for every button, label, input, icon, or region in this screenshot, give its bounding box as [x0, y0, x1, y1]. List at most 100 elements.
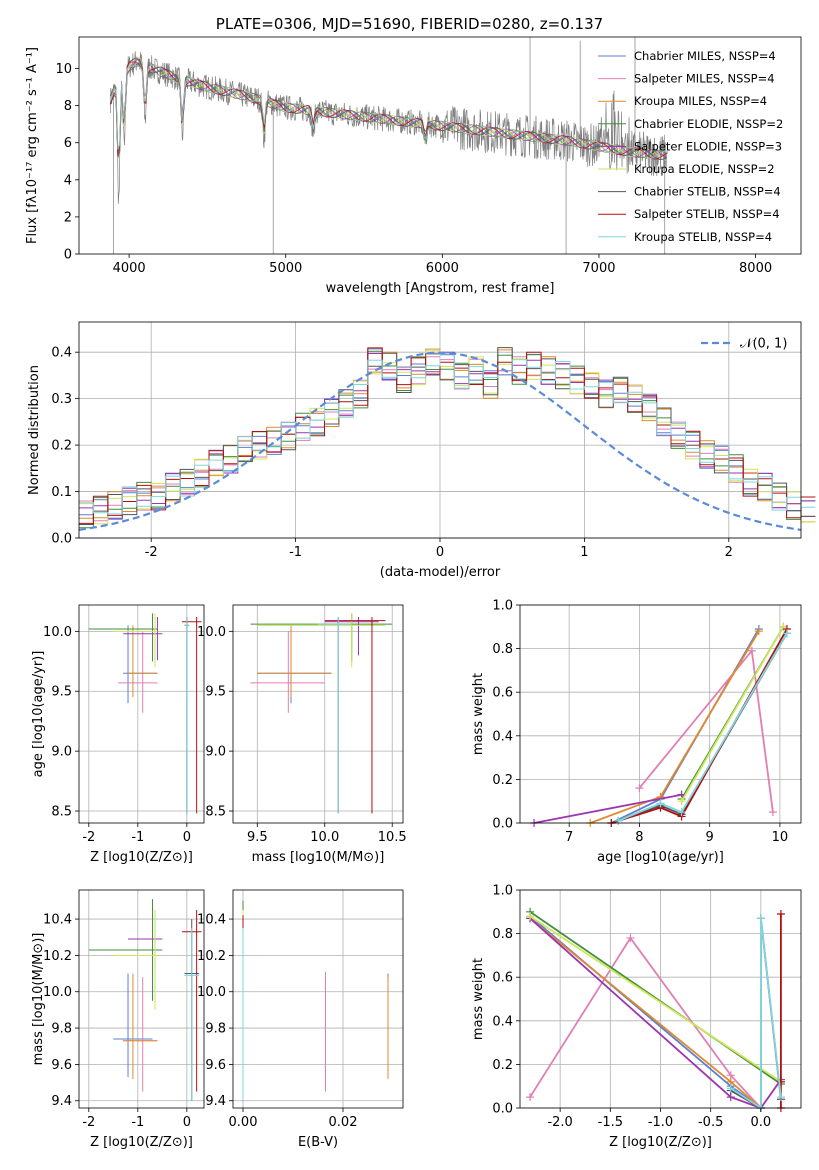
x-tick-label: 10.0	[310, 830, 339, 845]
x-tick-label: 2	[725, 545, 733, 560]
x-axis-label: Z [log10(Z/Z⊙)]	[90, 1135, 193, 1150]
y-tick-label: 0.6	[492, 686, 513, 701]
x-tick-label: 0.02	[329, 1115, 358, 1130]
y-axis-label: Flux [fλ10⁻¹⁷ erg cm⁻² s⁻¹ A⁻¹]	[25, 47, 40, 244]
axes-frame	[519, 889, 802, 1109]
line-kroupa-elodie	[529, 915, 782, 1083]
plot-area	[88, 613, 202, 814]
line-kroupa-miles	[589, 630, 760, 824]
y-tick-label: 10.0	[197, 625, 226, 640]
plot-area	[88, 899, 202, 1101]
x-axis-label: mass [log10(M/M⊙)]	[252, 850, 385, 865]
x-tick-label: 9	[706, 830, 714, 845]
normal-curve	[78, 351, 802, 531]
hist-kroupa-stelib	[79, 352, 816, 515]
marker-salpeter-miles	[626, 933, 635, 942]
y-tick-label: 0.4	[492, 1014, 513, 1029]
x-tick-label: 7000	[582, 261, 615, 276]
x-tick-label: -1	[289, 545, 302, 560]
axes-frame	[78, 36, 802, 255]
legend-label-chabrier-miles: Chabrier MILES, NSSP=4	[634, 49, 776, 63]
y-axis-label: Normed distribution	[27, 365, 42, 495]
legend: 𝒩(0, 1)	[701, 337, 787, 352]
plot-area	[109, 37, 668, 254]
chart-title: PLATE=0306, MJD=51690, FIBERID=0280, z=0…	[216, 15, 603, 33]
x-tick-label: -1	[131, 1115, 144, 1130]
y-tick-label: 0.0	[51, 532, 72, 547]
y-tick-label: 10.2	[197, 949, 226, 964]
x-tick-label: -2	[145, 545, 158, 560]
axes-frame	[78, 321, 802, 539]
hist-salpeter-elodie	[79, 351, 816, 519]
y-tick-label: 0.0	[492, 817, 513, 832]
y-axis-label: age [log10(age/yr)]	[31, 651, 46, 778]
y-tick-label: 0.4	[492, 729, 513, 744]
y-tick-label: 9.5	[51, 685, 72, 700]
panel-3: -2 -1 0 8.5 9.0 9.5 10.0 Z [log10(Z/Z⊙)] age [lo…	[31, 604, 205, 865]
marker-salpeter-stelib	[776, 909, 785, 918]
legend-label-normal: 𝒩(0, 1)	[740, 337, 787, 352]
y-axis-label: mass weight	[471, 673, 486, 755]
y-tick-label: 9.0	[205, 745, 226, 760]
y-tick-label: 9.4	[51, 1094, 72, 1109]
x-tick-label: 0.00	[229, 1115, 258, 1130]
y-tick-label: 0.4	[51, 346, 72, 361]
model-salpeter-stelib	[109, 61, 667, 160]
x-tick-label: 8	[635, 830, 643, 845]
x-tick-label: 0	[436, 545, 444, 560]
legend-label-chabrier-stelib: Chabrier STELIB, NSSP=4	[634, 185, 781, 199]
panel-8: -2.0 -1.5 -1.0 -0.5 0.0 0.0 0.2 0.4 0.6 0.8 1.0 Z […	[471, 884, 802, 1150]
x-tick-label: -0.5	[698, 1115, 723, 1130]
marker-salpeter-miles	[768, 808, 777, 817]
line-kroupa-elodie	[680, 626, 785, 802]
y-tick-label: 1.0	[492, 599, 513, 614]
x-axis-label: wavelength [Angstrom, rest frame]	[326, 281, 555, 296]
legend-label-kroupa-elodie: Kroupa ELODIE, NSSP=2	[634, 162, 775, 176]
hist-salpeter-stelib	[79, 347, 816, 524]
panel-4: 9.5 10.0 10.5 8.5 9.0 9.5 10.0 mass [log10(M/M⊙…	[197, 604, 407, 865]
marker-salpeter-miles	[526, 1093, 535, 1102]
x-tick-label: 6000	[426, 261, 459, 276]
line-kroupa-miles	[529, 917, 762, 1109]
marker-kroupa-stelib	[656, 799, 665, 808]
model-kroupa-stelib	[109, 64, 667, 159]
marker-salpeter-stelib	[776, 1077, 785, 1086]
plot-area	[250, 613, 393, 814]
hist-kroupa-miles	[79, 348, 816, 523]
x-axis-label: E(B-V)	[298, 1135, 338, 1150]
legend-label-kroupa-miles: Kroupa MILES, NSSP=4	[634, 94, 767, 108]
marker-kroupa-miles	[754, 627, 763, 636]
x-tick-label: -1.0	[648, 1115, 673, 1130]
y-tick-label: 8.5	[51, 805, 72, 820]
y-tick-label: 10.0	[43, 625, 72, 640]
plot-area	[242, 900, 389, 1101]
x-tick-label: 8000	[739, 261, 772, 276]
data-spectrum	[109, 51, 668, 204]
plot-area	[526, 907, 785, 1112]
x-axis-label: (data-model)/error	[380, 565, 501, 580]
axes-frame	[519, 604, 802, 824]
panel-6: -2 -1 0 9.4 9.6 9.8 10.0 10.2 10.4 Z [log10(Z/Z⊙)…	[31, 889, 205, 1150]
y-tick-label: 0.2	[492, 1058, 513, 1073]
line-salpeter-miles	[529, 936, 762, 1109]
line-kroupa-stelib	[730, 918, 782, 1110]
y-tick-label: 10.4	[43, 913, 72, 928]
model-chabrier-elodie	[109, 62, 667, 159]
y-tick-label: 10.0	[197, 985, 226, 1000]
hist-chabrier-miles	[79, 348, 816, 520]
marker-salpeter-miles	[635, 784, 644, 793]
x-tick-label: -2	[82, 1115, 95, 1130]
x-tick-label: -1	[131, 830, 144, 845]
x-tick-label: 1	[580, 545, 588, 560]
y-axis-label: mass [log10(M/M⊙)]	[31, 933, 46, 1066]
y-tick-label: 0.6	[492, 971, 513, 986]
x-tick-label: -1.5	[598, 1115, 623, 1130]
y-tick-label: 4	[64, 173, 72, 188]
y-tick-label: 9.8	[205, 1022, 226, 1037]
hist-kroupa-elodie	[79, 350, 816, 525]
x-tick-label: -2	[82, 830, 95, 845]
y-tick-label: 0.2	[492, 773, 513, 788]
y-tick-label: 9.5	[205, 685, 226, 700]
y-tick-label: 10.4	[197, 913, 226, 928]
